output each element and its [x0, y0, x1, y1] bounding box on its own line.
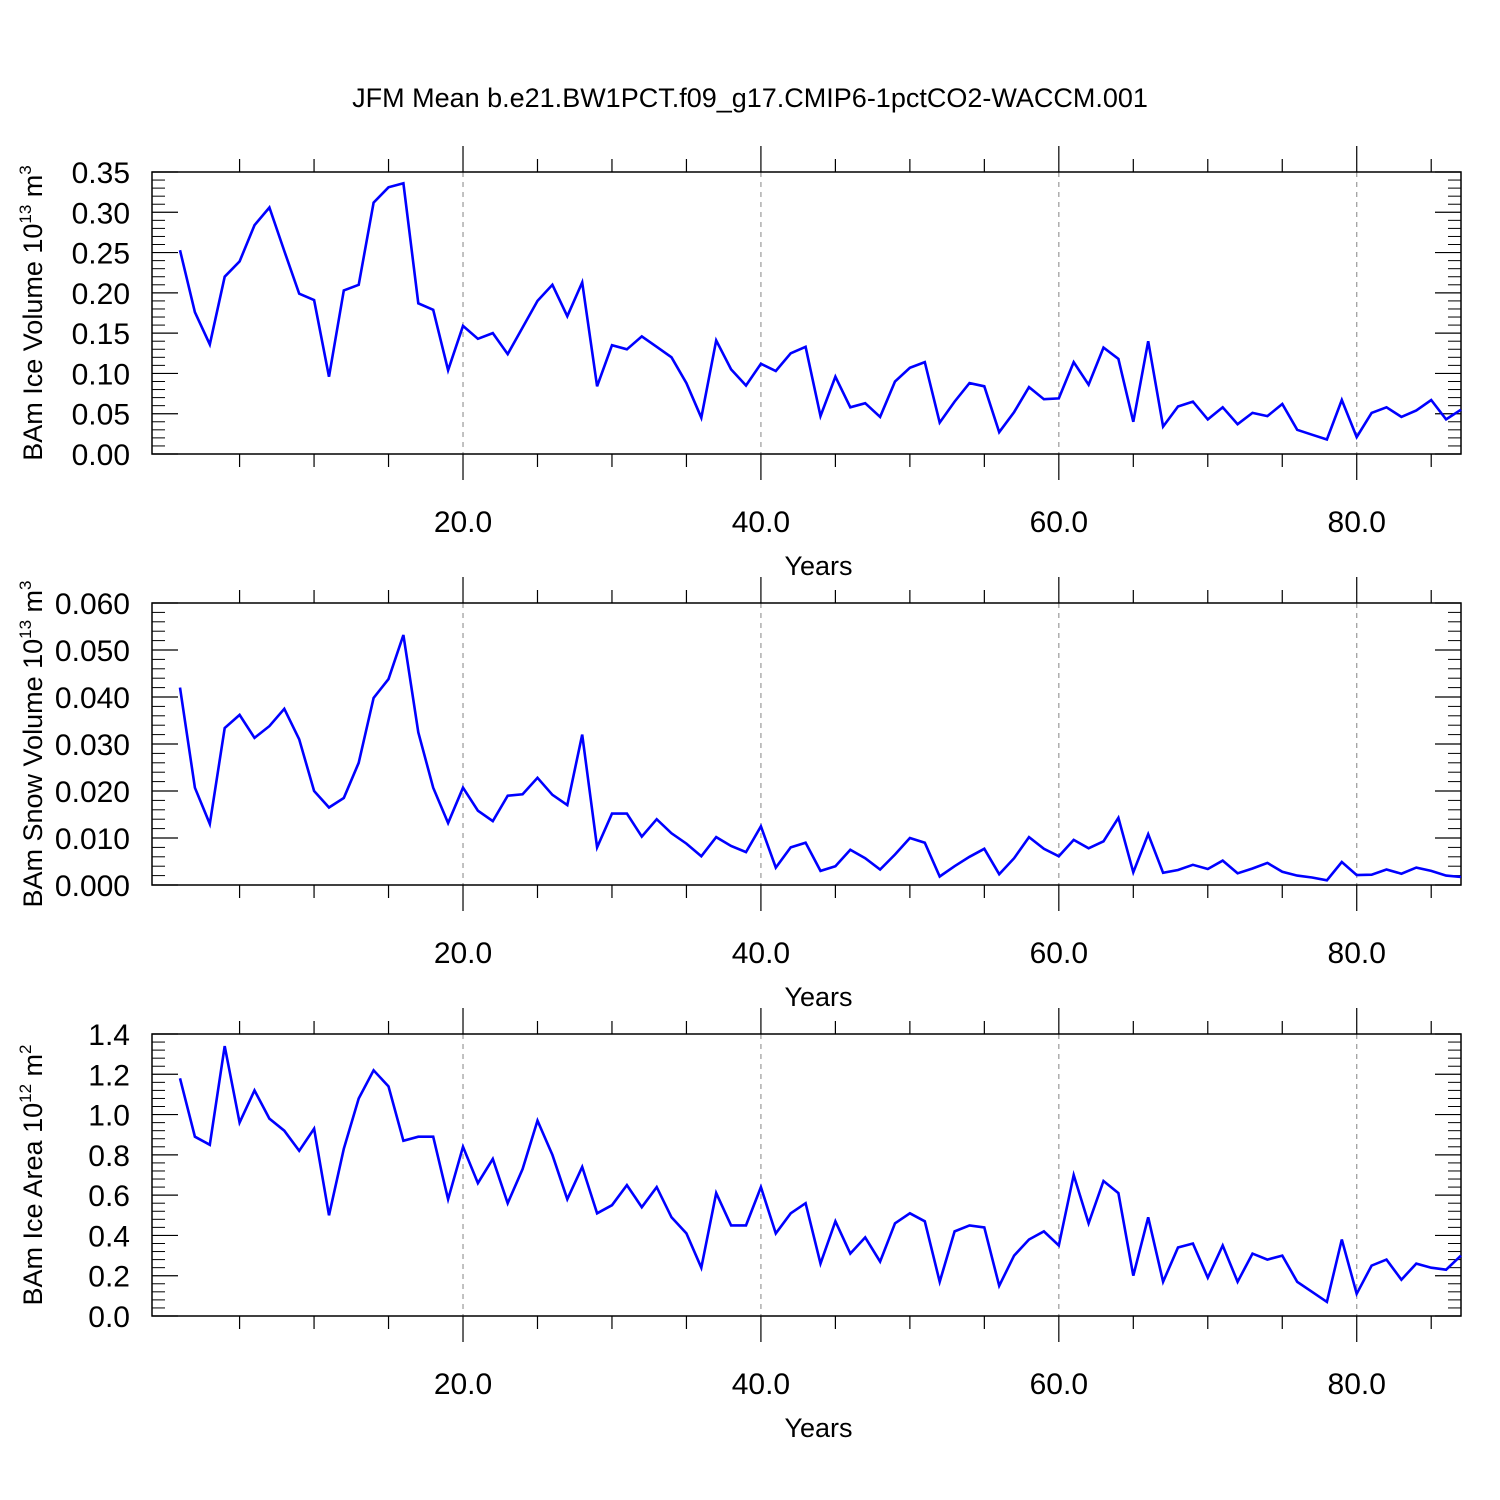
y-tick-label: 0.25 — [72, 238, 130, 271]
y-tick-label: 0.35 — [72, 157, 130, 190]
y-axis-title-unit: m — [18, 1054, 48, 1084]
y-axis-title-unit-exponent: 3 — [16, 580, 35, 589]
y-tick-label: 0.05 — [72, 399, 130, 432]
y-tick-label: 0.0 — [88, 1301, 130, 1334]
plot-frame — [151, 171, 1462, 455]
x-tick-label: 60.0 — [1030, 937, 1088, 970]
y-axis-title-exponent: 13 — [16, 620, 35, 639]
y-axis-title-main: BAm Snow Volume 10 — [18, 639, 48, 908]
y-axis-title-unit-exponent: 3 — [16, 165, 35, 174]
y-tick-label: 0.8 — [88, 1140, 130, 1173]
y-axis-title: BAm Ice Area 1012 m2 — [16, 1045, 48, 1306]
y-tick-label: 0.20 — [72, 278, 130, 311]
y-tick-label: 0.010 — [55, 823, 130, 856]
x-tick-label: 60.0 — [1030, 1368, 1088, 1401]
y-tick-label: 0.10 — [72, 358, 130, 391]
chart-panel-3: 0.0 0.2 0.4 0.6 0.8 1.0 1.2 1.4 20.0 40.0 60.0 80.0… — [16, 1008, 1462, 1443]
x-axis-title: Years — [784, 551, 852, 581]
y-axis-title-unit-exponent: 2 — [16, 1045, 35, 1054]
x-tick-label: 40.0 — [732, 506, 790, 539]
y-tick-label: 0.6 — [88, 1180, 130, 1213]
y-axis-title-main: BAm Ice Volume 10 — [18, 224, 48, 461]
y-tick-label: 0.00 — [72, 439, 130, 472]
y-axis-title: BAm Ice Volume 1013 m3 — [16, 165, 48, 461]
series-line — [178, 634, 1462, 882]
series-line — [178, 1045, 1462, 1305]
y-tick-label: 1.4 — [88, 1019, 130, 1052]
x-tick-label: 60.0 — [1030, 506, 1088, 539]
y-tick-label: 0.15 — [72, 318, 130, 351]
y-axis-title-exponent: 12 — [16, 1084, 35, 1103]
y-tick-label: 0.2 — [88, 1261, 130, 1294]
y-tick-label: 0.020 — [55, 776, 130, 809]
y-axis-title-unit: m — [18, 590, 48, 620]
y-tick-label: 0.040 — [55, 682, 130, 715]
y-axis-title-main: BAm Ice Area 10 — [18, 1103, 48, 1306]
chart-panel-2: 0.000 0.010 0.020 0.030 0.040 0.050 0.060 20.0 4… — [16, 577, 1462, 1012]
x-tick-label: 80.0 — [1328, 506, 1386, 539]
y-tick-label: 0.000 — [55, 870, 130, 903]
y-axis-title-exponent: 13 — [16, 205, 35, 224]
y-axis-title: BAm Snow Volume 1013 m3 — [16, 580, 48, 907]
x-tick-label: 40.0 — [732, 937, 790, 970]
x-axis-title: Years — [784, 982, 852, 1012]
y-tick-label: 1.2 — [88, 1059, 130, 1092]
x-tick-label: 20.0 — [434, 506, 492, 539]
x-axis-title: Years — [784, 1413, 852, 1443]
y-tick-label: 0.4 — [88, 1220, 130, 1253]
y-axis-title-unit: m — [18, 175, 48, 205]
x-tick-label: 20.0 — [434, 937, 492, 970]
chart-panel-1: 0.00 0.05 0.10 0.15 0.20 0.25 0.30 0.35 20.0 40.0… — [16, 146, 1462, 581]
x-tick-label: 20.0 — [434, 1368, 492, 1401]
plot-frame — [151, 1033, 1462, 1317]
x-tick-label: 80.0 — [1328, 1368, 1386, 1401]
y-tick-label: 0.030 — [55, 729, 130, 762]
series-line — [178, 181, 1462, 442]
y-tick-label: 1.0 — [88, 1100, 130, 1133]
figure-title: JFM Mean b.e21.BW1PCT.f09_g17.CMIP6-1pct… — [352, 83, 1148, 113]
x-tick-label: 40.0 — [732, 1368, 790, 1401]
y-tick-label: 0.30 — [72, 197, 130, 230]
y-tick-label: 0.060 — [55, 588, 130, 621]
x-tick-label: 80.0 — [1328, 937, 1386, 970]
y-tick-label: 0.050 — [55, 635, 130, 668]
